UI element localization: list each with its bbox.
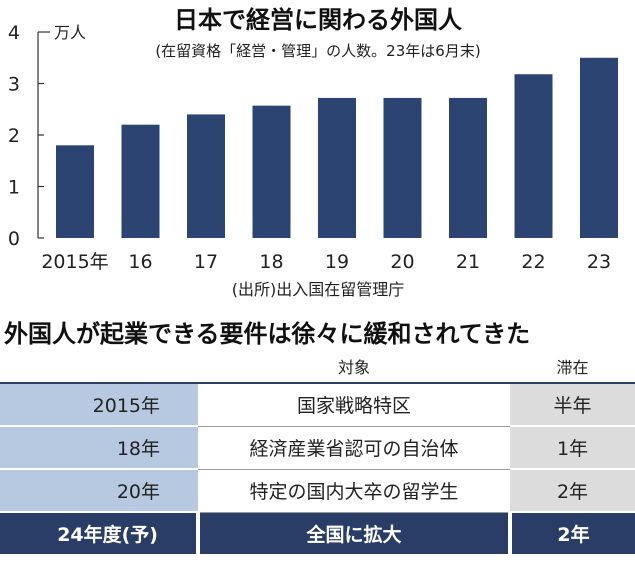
bar [580,57,618,238]
row-stay-cell: 1年 [510,426,635,470]
bar [449,97,487,238]
bar [514,74,553,238]
bar [56,145,94,238]
table-title: 外国人が起業できる要件は徐々に緩和されてきた [4,320,531,348]
header-target: 対象 [198,350,510,383]
bar [383,97,422,238]
table-row: 18年 経済産業省認可の自治体 1年 [0,426,635,470]
y-tick-label: 4 [8,22,20,44]
bar [187,114,225,238]
row-year-cell: 2015年 [0,382,198,427]
y-tick-label: 0 [8,228,20,250]
x-tick-label: 23 [587,251,611,273]
x-tick-label: 18 [259,251,283,273]
x-axis-labels: 2015年 16 17 18 19 20 21 22 23 [41,251,611,273]
source-note: (出所)出入国在留管理庁 [232,280,405,299]
row-year-cell: 24年度(予) [0,512,198,554]
bar [121,124,160,238]
bars [56,57,618,239]
x-tick-label: 21 [456,251,480,273]
x-tick-label: 22 [521,251,545,273]
x-tick-label: 16 [128,251,152,273]
x-tick-label: 20 [390,251,414,273]
y-tick-label: 3 [8,74,20,96]
row-target-cell: 経済産業省認可の自治体 [198,426,510,470]
table-row: 2015年 国家戦略特区 半年 [0,382,635,427]
chart-title: 日本で経営に関わる外国人 [174,6,462,34]
y-tick-label: 2 [8,125,20,147]
header-year [0,350,198,383]
bar [252,105,291,239]
chart-subtitle: (在留資格「経営・管理」の人数。23年は6月末) [155,42,480,60]
table-row: 24年度(予) 全国に拡大 2年 [0,512,635,554]
row-year-cell: 18年 [0,426,198,470]
bar-chart: 日本で経営に関わる外国人 (在留資格「経営・管理」の人数。23年は6月末) 万人… [8,6,618,299]
requirements-table: 対象 滞在 2015年 国家戦略特区 半年 18年 経済産業省認可の自治体 1年 20年 特定… [0,350,635,554]
row-stay-cell: 半年 [510,382,635,427]
row-stay-cell: 2年 [510,512,635,554]
x-tick-label: 2015年 [41,251,108,273]
header-stay: 滞在 [510,350,635,383]
x-tick-label: 17 [194,251,218,273]
bar [318,97,356,238]
table-header-row: 対象 滞在 [0,350,635,383]
row-target-cell: 国家戦略特区 [198,382,510,427]
y-tick-label: 1 [8,177,20,199]
x-tick-label: 19 [325,251,349,273]
y-axis: 0 1 2 3 4 [8,22,50,250]
row-target-cell: 特定の国内大卒の留学生 [198,469,510,513]
table-row: 20年 特定の国内大卒の留学生 2年 [0,469,635,513]
row-year-cell: 20年 [0,469,198,513]
row-stay-cell: 2年 [510,469,635,513]
y-unit-label: 万人 [54,23,86,42]
row-target-cell: 全国に拡大 [196,512,512,554]
